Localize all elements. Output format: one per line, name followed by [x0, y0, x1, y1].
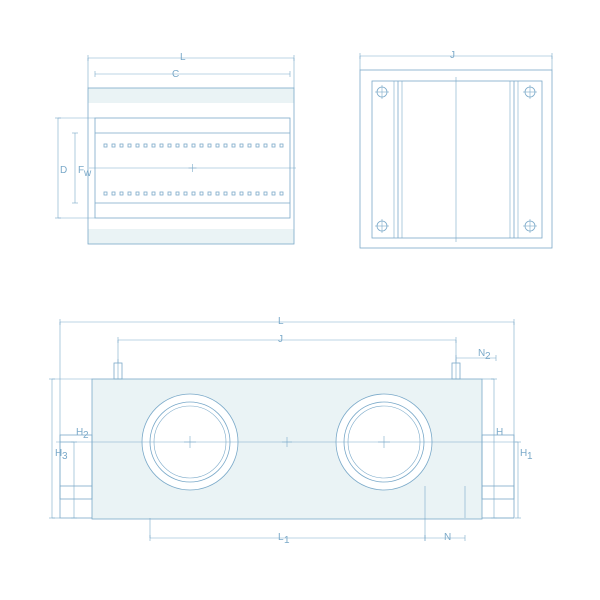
front-dim-J: J [278, 334, 283, 345]
side-dim-C: C [172, 69, 179, 80]
svg-text:2: 2 [485, 351, 491, 362]
front-dim-H: H [496, 427, 503, 438]
front-dim-N: N [444, 532, 451, 543]
svg-text:3: 3 [62, 451, 68, 462]
svg-text:2: 2 [83, 430, 89, 441]
svg-text:1: 1 [284, 535, 290, 546]
front-dim-L: L [278, 316, 284, 327]
side-dim-D: D [60, 165, 67, 176]
side-dim-L: L [180, 52, 186, 63]
svg-text:w: w [83, 168, 92, 179]
svg-text:1: 1 [527, 451, 533, 462]
top-dim-J: J [450, 50, 455, 61]
